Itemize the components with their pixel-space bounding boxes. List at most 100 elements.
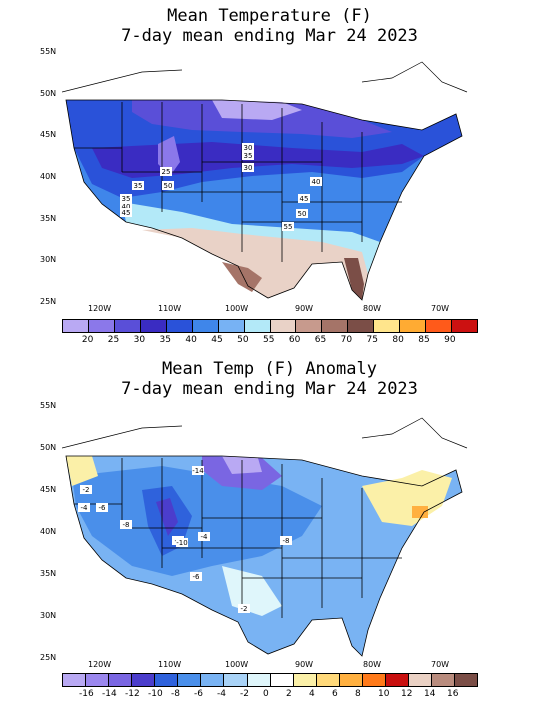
top-contour-label: 35 (244, 152, 253, 160)
bottom-scale-swatch (155, 674, 179, 686)
bottom-map-fill (66, 456, 462, 656)
bottom-scale-swatch (316, 674, 340, 686)
top-scale-swatch (192, 320, 219, 332)
top-lon-label: 90W (295, 304, 314, 313)
top-scale-label: 40 (185, 335, 197, 345)
top-scale-label: 80 (392, 335, 404, 345)
bottom-lat-label: 35N (40, 569, 57, 578)
top-contour-label: 25 (162, 168, 171, 176)
top-scale-swatch (270, 320, 297, 332)
top-scale-label: 85 (418, 335, 430, 345)
bottom-scale-swatch (362, 674, 386, 686)
bottom-scale-swatch (178, 674, 202, 686)
top-scale-swatch (88, 320, 115, 332)
top-scale-swatch (166, 320, 193, 332)
bottom-contour-label: -6 (193, 573, 201, 581)
top-lon-label: 110W (158, 304, 182, 313)
top-lon-label: 80W (363, 304, 382, 313)
top-title-line1: Mean Temperature (F) (167, 6, 372, 26)
top-scale-swatch (374, 320, 401, 332)
bottom-scale-swatch (455, 674, 478, 686)
bottom-scale-label: 16 (447, 689, 459, 699)
top-scale-swatch (322, 320, 349, 332)
top-lat-label: 55N (40, 47, 57, 56)
top-contour-label: 50 (164, 182, 173, 190)
bottom-scale-swatch (408, 674, 432, 686)
bottom-lat-label: 50N (40, 443, 57, 452)
top-title-line2: 7-day mean ending Mar 24 2023 (121, 26, 418, 46)
top-scale-swatch (218, 320, 245, 332)
top-scale-swatch (426, 320, 453, 332)
bottom-lon-label: 90W (295, 660, 314, 669)
bottom-lat-label: 30N (40, 611, 57, 620)
top-lat-label: 45N (40, 130, 57, 140)
bottom-scale-swatch (201, 674, 225, 686)
bottom-lon-label: 70W (431, 660, 450, 669)
bottom-lon-label: 120W (88, 660, 112, 669)
bottom-lon-label: 100W (225, 660, 249, 669)
top-contour-label: 35 (122, 195, 131, 203)
top-coastline (62, 61, 468, 93)
bottom-scale-label: -8 (171, 689, 180, 699)
bottom-contour-label: -14 (192, 467, 204, 475)
bottom-lat-label: 55N (40, 401, 57, 410)
bottom-scale-swatch (339, 674, 363, 686)
top-scale-label: 70 (340, 335, 353, 345)
bottom-lat-label: 40N (40, 527, 57, 536)
bottom-title-line1: Mean Temp (F) Anomaly (162, 359, 377, 379)
bottom-scale-swatch (247, 674, 271, 686)
bottom-scale-swatch (224, 674, 248, 686)
bottom-scale-swatch (432, 674, 456, 686)
top-scale-label: 60 (288, 335, 301, 345)
bottom-scale-label: -6 (194, 689, 203, 699)
bottom-contour-label: -4 (201, 533, 209, 541)
top-scale-label: 20 (81, 335, 94, 345)
bottom-scale-label: -12 (125, 689, 140, 699)
top-contour-label: 35 (134, 182, 143, 190)
top-lon-label: 100W (225, 304, 249, 313)
bottom-title-line2: 7-day mean ending Mar 24 2023 (121, 379, 418, 399)
bottom-scale-swatch (132, 674, 156, 686)
top-lat-label: 40N (40, 172, 57, 181)
bottom-contour-label: -10 (176, 539, 187, 547)
bottom-lon-label: 110W (158, 660, 182, 669)
bottom-lat-label: 25N (40, 653, 57, 662)
top-scale-label: 45 (211, 335, 223, 345)
bottom-scale-label: -2 (240, 689, 249, 699)
bottom-contour-label: -4 (81, 504, 89, 512)
top-scale-swatch (296, 320, 323, 332)
top-lon-label: 120W (88, 304, 112, 313)
top-contour-label: 30 (244, 164, 253, 172)
top-scale-swatch (400, 320, 427, 332)
bottom-lon-label: 80W (363, 660, 382, 669)
top-lon-label: 70W (431, 304, 450, 313)
bottom-map-borders (65, 455, 463, 657)
bottom-lat-label: 45N (40, 485, 57, 494)
bottom-scale-swatch (270, 674, 294, 686)
top-contour-label: 50 (298, 210, 307, 218)
top-scale-swatch (114, 320, 141, 332)
bottom-contour-label: -2 (241, 605, 248, 613)
top-scale-label: 30 (133, 335, 146, 345)
top-scale-label: 90 (444, 335, 456, 345)
top-lat-label: 30N (40, 255, 57, 265)
top-scale-label: 55 (263, 335, 275, 345)
bottom-scale-label: -16 (79, 689, 94, 699)
bottom-scale-label: 0 (263, 689, 269, 699)
top-scale-swatch (452, 320, 477, 332)
bottom-scale-swatch (385, 674, 409, 686)
top-scale-swatch (244, 320, 271, 332)
bottom-scale-label: 6 (332, 689, 338, 699)
bottom-contour-label: -8 (283, 537, 290, 545)
bottom-coastline (62, 417, 468, 449)
bottom-scale-label: 10 (378, 689, 390, 699)
bottom-scale-label: 4 (309, 689, 315, 699)
bottom-color-scale (62, 673, 478, 687)
top-scale-swatch (140, 320, 167, 332)
top-scale-swatch (63, 320, 89, 332)
top-scale-label: 65 (314, 335, 327, 345)
top-scale-label: 35 (159, 335, 171, 345)
top-scale-label: 50 (237, 335, 249, 345)
bottom-scale-swatch (109, 674, 133, 686)
